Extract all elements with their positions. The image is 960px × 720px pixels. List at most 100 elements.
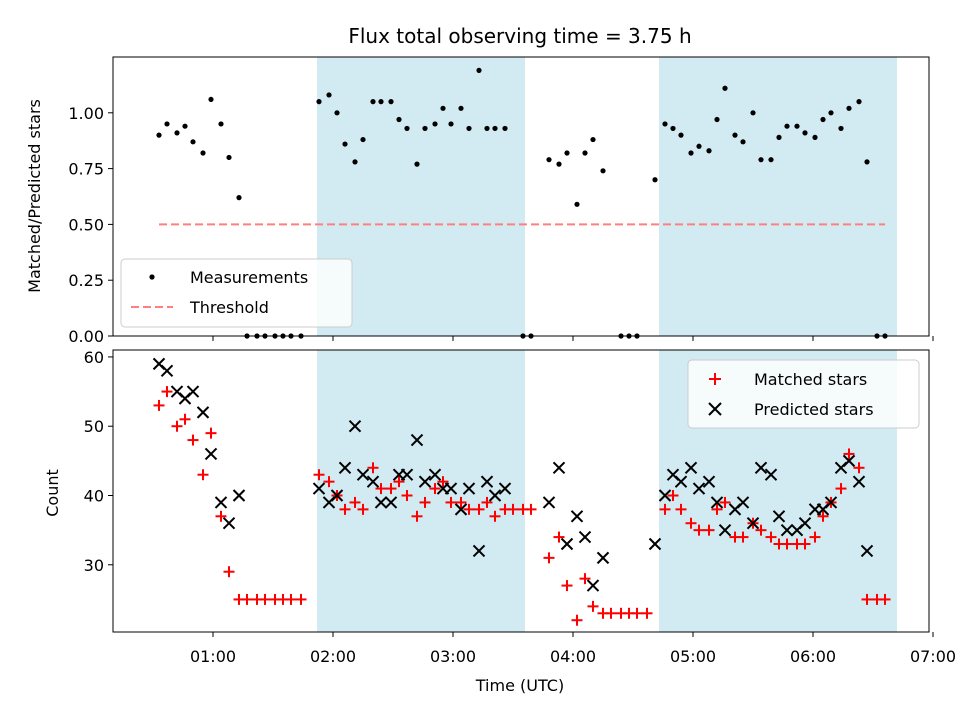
predicted-x-b [330, 489, 344, 502]
predicted-star-point [658, 489, 672, 502]
predicted-x-b [152, 357, 166, 371]
predicted-star-point [754, 461, 768, 474]
measurement-point [458, 105, 464, 111]
matched-star-point [489, 510, 501, 522]
measurement-point [864, 159, 870, 165]
measurement-point [750, 110, 756, 116]
matched-star-point [553, 531, 565, 543]
predicted-star-point [374, 496, 388, 509]
matched-star-point [525, 503, 537, 515]
predicted-x-b [552, 461, 566, 474]
measurement-point [722, 85, 728, 91]
predicted-x-b [824, 496, 838, 509]
predicted-star-point [480, 475, 494, 488]
matched-star-point [437, 476, 449, 488]
predicted-x-b [232, 489, 246, 502]
matched-star-point [313, 469, 325, 481]
measurement-point [574, 201, 580, 207]
predicted-x-b [384, 496, 398, 509]
predicted-x-b [596, 551, 610, 565]
bottom-ylabel: Count [43, 469, 62, 517]
matched-star-point [455, 496, 467, 508]
xtick-label: 06:00 [790, 647, 836, 666]
measurement-point [396, 116, 402, 123]
predicted-star-point [710, 496, 724, 509]
measurement-point [590, 136, 596, 143]
predicted-x-b [780, 523, 794, 537]
xtick-label: 05:00 [670, 647, 716, 666]
measurement-point [174, 130, 180, 136]
predicted-x-b [356, 468, 370, 481]
predicted-star-point [542, 496, 556, 509]
predicted-x-b [772, 510, 786, 523]
matched-star-point [579, 573, 591, 585]
measurement-point [794, 123, 800, 129]
predicted-x-b [160, 364, 174, 377]
bottom-panel: 30 40 50 60 01:00 02:00 03:00 04:00 05:00 06:00 0… [43, 348, 956, 695]
predicted-star-point [824, 496, 838, 509]
matched-star-point [853, 462, 865, 474]
predicted-x-b [472, 544, 486, 558]
predicted-x-b [454, 503, 468, 516]
measurement-point [564, 150, 570, 156]
measurement-point [740, 139, 746, 145]
matched-star-point [781, 538, 793, 550]
matched-star-point [223, 566, 235, 578]
predicted-star-point [338, 461, 352, 474]
predicted-x-b [560, 537, 574, 551]
bottom-ytick-label: 60 [84, 348, 104, 367]
predicted-star-point [736, 496, 750, 509]
measurement-point [556, 161, 562, 167]
xtick-label: 01:00 [190, 647, 236, 666]
predicted-x-b [428, 468, 442, 481]
measurement-point [812, 134, 818, 140]
xtick-label: 07:00 [910, 647, 956, 666]
predicted-star-point [772, 510, 786, 523]
matched-star-point [171, 420, 183, 432]
bottom-legend: Matched stars Predicted stars [687, 359, 920, 429]
measurement-point [226, 154, 232, 161]
measurement-point [502, 125, 508, 132]
matched-star-point [473, 503, 485, 515]
predicted-star-point [552, 461, 566, 474]
predicted-x-b [338, 461, 352, 474]
measurement-point [182, 123, 188, 129]
matched-star-point [481, 496, 493, 508]
legend-marker-matched [709, 373, 721, 385]
measurement-point [422, 125, 428, 132]
predicted-star-point [684, 461, 698, 474]
measurement-point [440, 105, 446, 111]
legend-label-predicted: Predicted stars [754, 400, 874, 419]
matched-star-point [755, 524, 767, 536]
predicted-star-point [444, 482, 458, 495]
measurement-point [388, 99, 394, 105]
measurement-point [678, 132, 684, 138]
measurement-point [370, 99, 376, 105]
matched-star-point [445, 496, 457, 508]
predicted-x-b [692, 482, 706, 495]
predicted-star-point [764, 468, 778, 481]
matched-star-point [719, 496, 731, 508]
xtick-label: 03:00 [430, 647, 476, 666]
measurement-point [484, 125, 490, 132]
top-ytick-label: 0.00 [68, 327, 104, 346]
top-ytick-label: 0.75 [68, 160, 104, 179]
matched-star-point [323, 476, 335, 488]
predicted-x-b [480, 475, 494, 488]
matched-star-point [737, 531, 749, 543]
predicted-star-point [356, 468, 370, 481]
predicted-x-b [684, 461, 698, 474]
measurement-point [776, 134, 782, 140]
predicted-x-b [418, 475, 432, 488]
matched-star-point [587, 600, 599, 612]
predicted-star-point [366, 475, 380, 488]
matched-star-point [817, 510, 829, 522]
measurement-point [582, 150, 588, 156]
matched-star-point [693, 524, 705, 536]
predicted-x-b [658, 489, 672, 502]
measurement-point [432, 121, 438, 127]
measurement-point [326, 92, 332, 98]
top-shaded-interval-1 [659, 57, 897, 336]
predicted-star-point [798, 517, 812, 530]
predicted-star-point [214, 496, 228, 509]
